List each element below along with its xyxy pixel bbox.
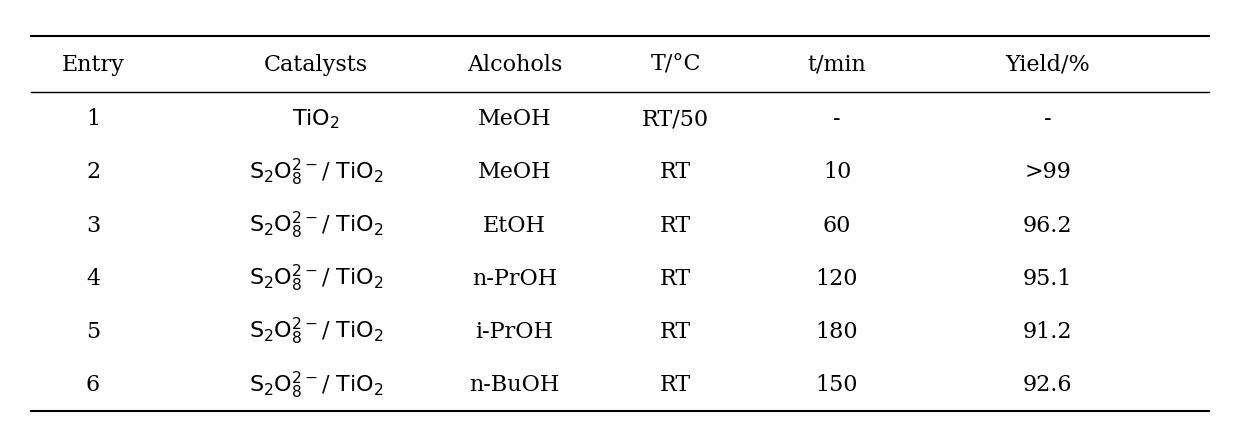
Text: >99: >99: [1024, 161, 1071, 183]
Text: n-BuOH: n-BuOH: [470, 373, 559, 395]
Text: Yield/%: Yield/%: [1006, 53, 1090, 76]
Text: RT: RT: [660, 214, 692, 236]
Text: n-PrOH: n-PrOH: [472, 267, 557, 289]
Text: RT: RT: [660, 373, 692, 395]
Text: 60: 60: [823, 214, 851, 236]
Text: MeOH: MeOH: [477, 108, 552, 130]
Text: 6: 6: [86, 373, 100, 395]
Text: $\mathrm{TiO_2}$: $\mathrm{TiO_2}$: [293, 107, 340, 131]
Text: -: -: [833, 108, 841, 130]
Text: i-PrOH: i-PrOH: [476, 320, 553, 342]
Text: Alcohols: Alcohols: [467, 53, 562, 76]
Text: 91.2: 91.2: [1023, 320, 1073, 342]
Text: -: -: [1044, 108, 1052, 130]
Text: 5: 5: [86, 320, 100, 342]
Text: EtOH: EtOH: [484, 214, 546, 236]
Text: 120: 120: [816, 267, 858, 289]
Text: t/min: t/min: [807, 53, 867, 76]
Text: MeOH: MeOH: [477, 161, 552, 183]
Text: 150: 150: [816, 373, 858, 395]
Text: RT: RT: [660, 267, 692, 289]
Text: 96.2: 96.2: [1023, 214, 1073, 236]
Text: 10: 10: [823, 161, 851, 183]
Text: $\mathrm{S_2O_8^{2-}}$/ $\mathrm{TiO_2}$: $\mathrm{S_2O_8^{2-}}$/ $\mathrm{TiO_2}$: [249, 369, 383, 400]
Text: 2: 2: [86, 161, 100, 183]
Text: RT/50: RT/50: [642, 108, 709, 130]
Text: 3: 3: [86, 214, 100, 236]
Text: T/°C: T/°C: [651, 53, 701, 76]
Text: 4: 4: [86, 267, 100, 289]
Text: RT: RT: [660, 161, 692, 183]
Text: Entry: Entry: [62, 53, 124, 76]
Text: $\mathrm{S_2O_8^{2-}}$/ $\mathrm{TiO_2}$: $\mathrm{S_2O_8^{2-}}$/ $\mathrm{TiO_2}$: [249, 157, 383, 187]
Text: 92.6: 92.6: [1023, 373, 1073, 395]
Text: $\mathrm{S_2O_8^{2-}}$/ $\mathrm{TiO_2}$: $\mathrm{S_2O_8^{2-}}$/ $\mathrm{TiO_2}$: [249, 209, 383, 241]
Text: $\mathrm{S_2O_8^{2-}}$/ $\mathrm{TiO_2}$: $\mathrm{S_2O_8^{2-}}$/ $\mathrm{TiO_2}$: [249, 262, 383, 294]
Text: Catalysts: Catalysts: [264, 53, 368, 76]
Text: 1: 1: [86, 108, 100, 130]
Text: 95.1: 95.1: [1023, 267, 1073, 289]
Text: 180: 180: [816, 320, 858, 342]
Text: RT: RT: [660, 320, 692, 342]
Text: $\mathrm{S_2O_8^{2-}}$/ $\mathrm{TiO_2}$: $\mathrm{S_2O_8^{2-}}$/ $\mathrm{TiO_2}$: [249, 316, 383, 347]
